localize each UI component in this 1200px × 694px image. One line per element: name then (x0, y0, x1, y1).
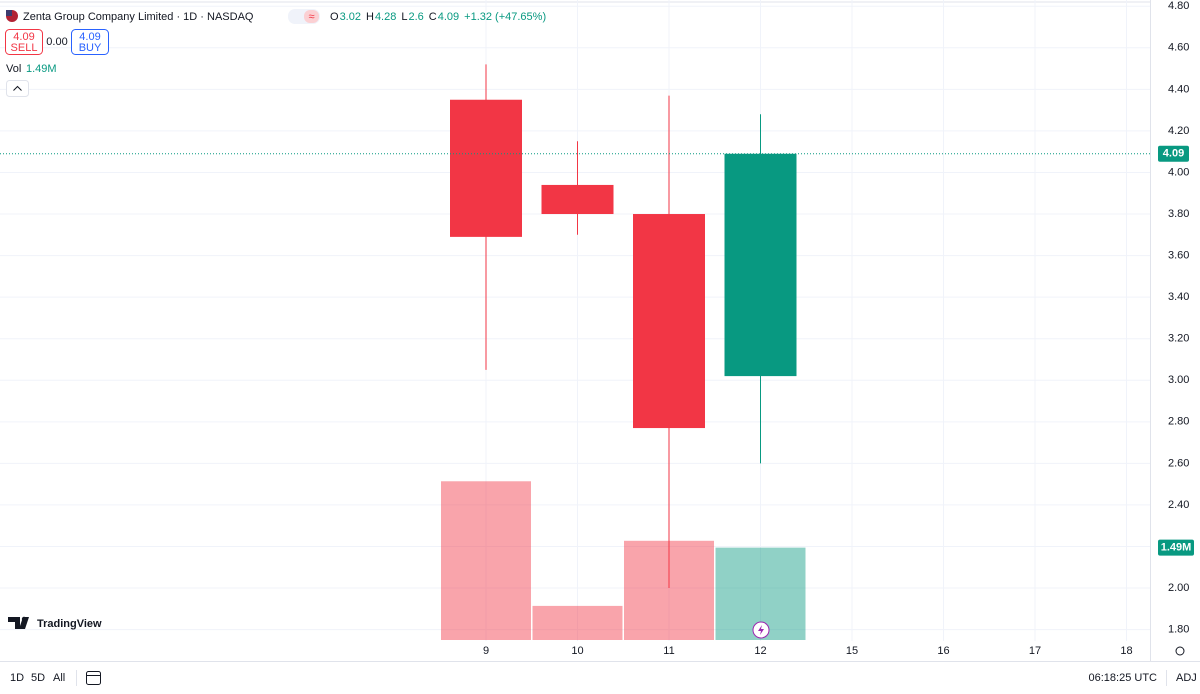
settings-icon[interactable] (1175, 646, 1185, 656)
brand-logo-dot (21, 616, 27, 622)
x-tick-label: 11 (663, 645, 674, 657)
y-tick-label: 4.20 (1168, 125, 1189, 137)
sell-label: SELL (11, 42, 38, 54)
status-icon: ≈ (308, 11, 314, 23)
x-tick-label: 9 (483, 645, 489, 657)
sell-button[interactable] (5, 29, 43, 55)
y-tick-label: 2.60 (1168, 457, 1189, 469)
range-button[interactable]: 1D (10, 672, 24, 684)
y-tick-label: 2.80 (1168, 416, 1189, 428)
ohlc-value: 2.6 (408, 11, 423, 23)
y-tick-label: 3.40 (1168, 291, 1189, 303)
y-tick-label: 4.60 (1168, 42, 1189, 54)
ohlc-letter: H (366, 11, 374, 23)
event-bolt (758, 625, 764, 635)
y-tick-label: 3.00 (1168, 374, 1189, 386)
buy-label: BUY (79, 42, 102, 54)
y-tick-label: 2.00 (1168, 582, 1189, 594)
ohlc-letter: L (401, 11, 407, 23)
volume-legend-value: 1.49M (26, 63, 57, 75)
y-tick-label: 2.40 (1168, 499, 1189, 511)
ohlc-value: 4.28 (375, 11, 396, 23)
range-button[interactable]: 5D (31, 672, 45, 684)
x-tick-label: 18 (1120, 645, 1132, 657)
ohlc-letter: O (330, 11, 339, 23)
buy-price: 4.09 (79, 31, 100, 43)
buy-button[interactable] (71, 29, 109, 55)
y-tick-label: 3.80 (1168, 208, 1189, 220)
spread: 0.00 (46, 36, 67, 48)
volume-badge-label: 1.49M (1161, 542, 1192, 554)
candle-body (724, 153, 797, 377)
last-price-label: 4.09 (1163, 148, 1184, 160)
marks (441, 64, 806, 640)
clock: 06:18:25 UTC (1089, 672, 1158, 684)
x-tick-label: 15 (846, 645, 858, 657)
volume-badge (1158, 539, 1194, 556)
ohlc-legend: O 3.02 H 4.28 L 2.6 C 4.09 +1.32 (+47.65%) (330, 11, 546, 23)
y-tick-label: 4.40 (1168, 83, 1189, 95)
last-price-badge (1158, 145, 1189, 162)
collapse-chevron (13, 85, 22, 91)
volume-bar (441, 481, 531, 640)
candle-body (541, 184, 614, 215)
collapse-button[interactable] (6, 80, 29, 97)
calendar-icon[interactable] (86, 671, 101, 685)
y-tick-label: 1.80 (1168, 624, 1189, 636)
price-change: +1.32 (+47.65%) (464, 11, 546, 23)
x-tick-label: 17 (1029, 645, 1041, 657)
ohlc-value: 3.02 (340, 11, 361, 23)
adjust-button[interactable]: ADJ (1176, 672, 1197, 684)
volume-bar (532, 605, 623, 640)
y-tick-label: 3.20 (1168, 333, 1189, 345)
y-tick-label: 4.80 (1168, 0, 1189, 12)
candle-body (450, 99, 522, 237)
ohlc-value: 4.09 (438, 11, 459, 23)
y-tick-label: 3.60 (1168, 249, 1189, 261)
y-tick-label: 4.00 (1168, 166, 1189, 178)
sell-price: 4.09 (13, 31, 34, 43)
status-pill-icon (304, 10, 319, 23)
flag-icon-canton (6, 10, 12, 16)
x-tick-label: 10 (571, 645, 583, 657)
ohlc-letter: C (429, 11, 437, 23)
brand-name: TradingView (37, 618, 102, 630)
range-button[interactable]: All (53, 672, 65, 684)
symbol-title: Zenta Group Company Limited · 1D · NASDA… (23, 11, 254, 23)
candle-body (633, 214, 705, 429)
x-tick-label: 12 (754, 645, 766, 657)
x-tick-label: 16 (937, 645, 949, 657)
volume-legend-name: Vol (6, 63, 21, 75)
